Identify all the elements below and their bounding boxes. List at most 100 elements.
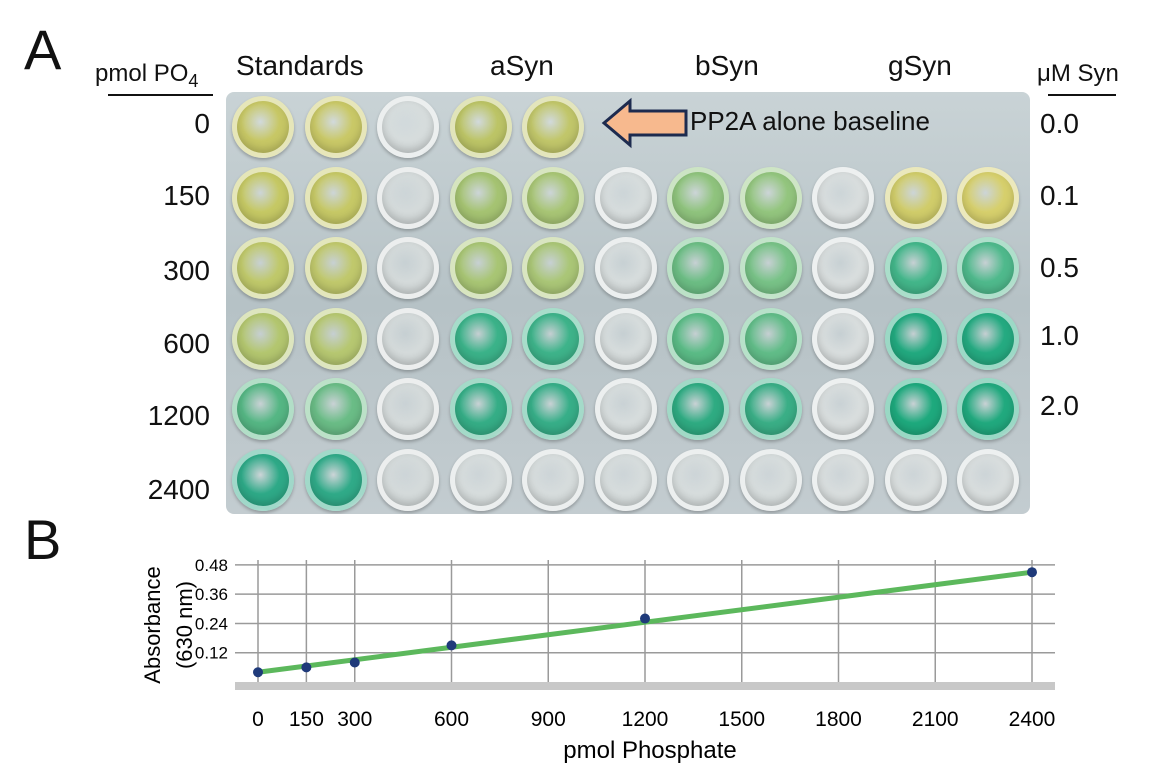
standard-curve-chart: 0.12 0.24 0.36 0.48 0 150 300 600 900 1200 1500 18…	[140, 556, 1055, 764]
y-axis-label-line1: Absorbance	[140, 566, 165, 683]
plate-well	[377, 237, 439, 299]
data-point	[349, 657, 360, 668]
row-label: 300	[163, 255, 210, 286]
right-label: 2.0	[1040, 390, 1079, 421]
plate-well	[812, 237, 874, 299]
x-tick-label: 1500	[718, 708, 765, 731]
row-label: 1200	[147, 400, 210, 431]
data-point	[253, 667, 263, 678]
row-label: 2400	[147, 474, 210, 505]
plate-well	[449, 448, 512, 511]
data-points	[253, 567, 1037, 678]
plate-well	[377, 448, 439, 511]
col-header-standards: Standards	[236, 50, 364, 81]
row-label: 150	[163, 180, 210, 211]
x-axis-label: pmol Phosphate	[563, 737, 736, 764]
plate-well	[522, 378, 584, 440]
plate-well	[667, 448, 729, 511]
plate-well	[232, 378, 294, 440]
plate-well	[594, 166, 657, 229]
plate-well	[232, 96, 294, 158]
data-point	[301, 662, 312, 673]
data-point	[640, 613, 650, 624]
plate-well	[884, 378, 947, 440]
plate-well	[522, 307, 584, 370]
arrow-annotation: PP2A alone baseline	[690, 106, 930, 136]
y-tick-label: 0.24	[195, 614, 228, 633]
plate-well	[449, 378, 512, 440]
plate-well	[739, 166, 802, 229]
x-tick-label: 900	[531, 708, 566, 731]
row-label: 600	[163, 328, 210, 359]
x-tick-label: 2400	[1009, 708, 1056, 731]
plate-well	[304, 237, 367, 299]
plate-well	[522, 448, 584, 511]
panel-a-letter: A	[24, 18, 62, 81]
panel-b-letter: B	[24, 508, 62, 571]
plate-well	[304, 166, 367, 229]
x-tick-label: 1200	[622, 708, 669, 731]
right-label: 1.0	[1040, 320, 1079, 351]
plate-well	[449, 96, 512, 158]
plate-well	[377, 166, 439, 229]
plate-well	[232, 307, 294, 370]
x-ticks: 0 150 300 600 900 1200 1500 1800 2100 2400	[252, 708, 1055, 731]
x-axis-band	[235, 682, 1055, 690]
plate-well	[594, 448, 657, 511]
y-tick-label: 0.12	[195, 644, 228, 663]
plate-well	[522, 237, 584, 299]
plate-well	[667, 378, 729, 440]
col-header-bsyn: bSyn	[695, 50, 759, 81]
plate-well	[884, 166, 947, 229]
plate-well	[884, 448, 947, 511]
y-axis-label-line2: (630 nm)	[172, 581, 197, 669]
arrow-icon	[601, 97, 688, 149]
plate-well	[594, 378, 657, 440]
plate-well	[812, 448, 874, 511]
plate-well	[739, 307, 802, 370]
plate-well	[812, 378, 874, 440]
plate-well	[449, 237, 512, 299]
right-label: 0.0	[1040, 108, 1079, 139]
plate-well	[957, 307, 1019, 370]
right-header: μM Syn	[1037, 60, 1119, 87]
plate-well	[377, 96, 439, 158]
plate-well	[522, 166, 584, 229]
left-header-sub: 4	[188, 70, 199, 91]
plate-well	[304, 448, 367, 511]
plate-well	[304, 96, 367, 158]
plate-well	[957, 237, 1019, 299]
left-header-main: pmol PO	[95, 60, 189, 87]
plate-well	[377, 378, 439, 440]
right-label: 0.1	[1040, 180, 1079, 211]
plate-well	[957, 166, 1019, 229]
plate-well	[232, 448, 294, 511]
plate-well	[957, 378, 1019, 440]
col-header-asyn: aSyn	[490, 50, 554, 81]
plate-well	[449, 307, 512, 370]
plate-well	[522, 96, 584, 158]
plate-well	[884, 307, 947, 370]
plate-well	[884, 237, 947, 299]
col-header-gsyn: gSyn	[888, 50, 952, 81]
plate-well	[739, 378, 802, 440]
row-label: 0	[194, 108, 210, 139]
x-tick-label: 1800	[815, 708, 862, 731]
plate-well	[667, 307, 729, 370]
x-tick-label: 600	[434, 708, 469, 731]
plate-well	[594, 307, 657, 370]
plate-well	[739, 237, 802, 299]
plate-well	[232, 237, 294, 299]
plate-well	[667, 166, 729, 229]
plate-well	[957, 448, 1019, 511]
plate-well	[304, 378, 367, 440]
left-header: pmol PO4	[95, 60, 198, 92]
left-header-underline	[108, 94, 213, 96]
plate-well	[377, 307, 439, 370]
data-point	[1027, 567, 1037, 578]
well-plate-image	[226, 92, 1030, 514]
plate-well	[667, 237, 729, 299]
right-header-underline	[1048, 94, 1116, 96]
y-ticks: 0.12 0.24 0.36 0.48	[195, 556, 228, 663]
y-tick-label: 0.48	[195, 556, 228, 575]
